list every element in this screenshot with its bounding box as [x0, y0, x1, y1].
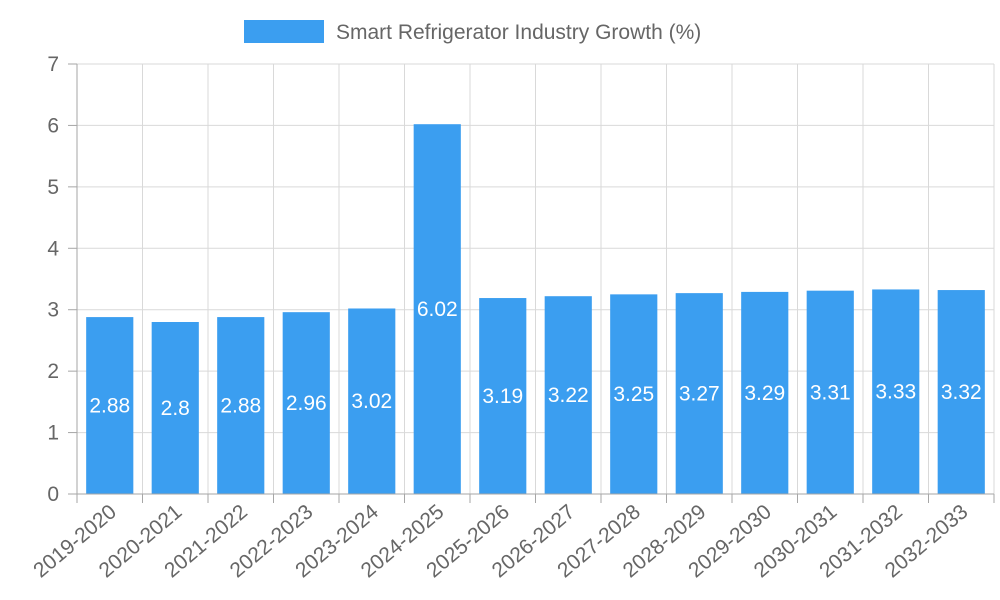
data-label: 3.19	[482, 385, 523, 408]
bar-2023-2024[interactable]	[348, 308, 396, 494]
bar-2029-2030[interactable]	[741, 291, 789, 494]
data-label: 3.27	[679, 383, 720, 406]
y-tick-label: 2	[47, 360, 59, 383]
bar-2030-2031[interactable]	[806, 290, 854, 494]
data-label: 6.02	[417, 298, 458, 321]
bar-2028-2029[interactable]	[675, 293, 723, 494]
data-label: 3.22	[548, 384, 589, 407]
bar-2027-2028[interactable]	[610, 294, 658, 494]
legend-swatch[interactable]	[244, 20, 324, 43]
grid-layer	[76, 63, 995, 495]
data-label: 3.25	[613, 383, 654, 406]
bar-2031-2032[interactable]	[872, 289, 920, 494]
data-label: 3.31	[810, 381, 851, 404]
data-label: 3.29	[744, 382, 785, 405]
y-tick-label: 4	[47, 237, 59, 260]
data-label: 3.32	[941, 381, 982, 404]
legend-label[interactable]: Smart Refrigerator Industry Growth (%)	[336, 21, 701, 44]
data-label: 3.02	[351, 390, 392, 413]
data-label: 2.88	[89, 395, 130, 418]
bar-2021-2022[interactable]	[217, 317, 265, 494]
y-tick-label: 6	[47, 114, 59, 137]
y-tick-label: 3	[47, 299, 59, 322]
bars-layer	[86, 124, 985, 494]
legend[interactable]: Smart Refrigerator Industry Growth (%)	[244, 20, 701, 44]
y-tick-label: 7	[47, 53, 59, 76]
data-label: 3.33	[875, 381, 916, 404]
data-label: 2.88	[220, 395, 261, 418]
bar-2020-2021[interactable]	[151, 322, 199, 494]
data-label: 2.96	[286, 392, 327, 415]
bar-2026-2027[interactable]	[544, 296, 592, 494]
bar-2025-2026[interactable]	[479, 298, 527, 494]
y-tick-label: 1	[47, 422, 59, 445]
data-label: 2.8	[161, 397, 190, 420]
y-tick-label: 0	[47, 483, 59, 506]
y-tick-label: 5	[47, 176, 59, 199]
bar-2024-2025[interactable]	[413, 124, 461, 494]
data-labels-layer: 2.88 2.8 2.88 2.96 3.02 6.02 3.19 3.22 3.25 3.27 3…	[89, 298, 981, 420]
bar-2019-2020[interactable]	[86, 317, 134, 494]
bar-2022-2023[interactable]	[282, 312, 330, 494]
bar-2032-2033[interactable]	[937, 290, 985, 494]
